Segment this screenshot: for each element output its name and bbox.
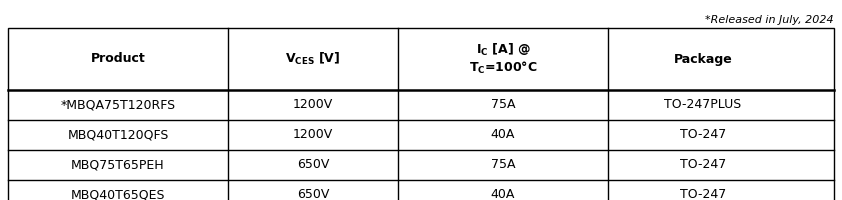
Text: T$_{\mathregular{C}}$=100°C: T$_{\mathregular{C}}$=100°C bbox=[469, 60, 537, 76]
Text: 40A: 40A bbox=[491, 188, 515, 200]
Text: *MBQA75T120RFS: *MBQA75T120RFS bbox=[61, 98, 176, 112]
Text: TO-247: TO-247 bbox=[679, 188, 726, 200]
Text: Package: Package bbox=[674, 52, 733, 66]
Text: 75A: 75A bbox=[491, 158, 515, 171]
Text: MBQ40T120QFS: MBQ40T120QFS bbox=[67, 129, 168, 142]
Text: 75A: 75A bbox=[491, 98, 515, 112]
Text: TO-247: TO-247 bbox=[679, 158, 726, 171]
Text: 650V: 650V bbox=[297, 158, 329, 171]
Text: 1200V: 1200V bbox=[293, 98, 333, 112]
Text: TO-247: TO-247 bbox=[679, 129, 726, 142]
Text: TO-247PLUS: TO-247PLUS bbox=[664, 98, 742, 112]
Text: 40A: 40A bbox=[491, 129, 515, 142]
Text: Product: Product bbox=[91, 52, 146, 66]
Text: MBQ40T65QES: MBQ40T65QES bbox=[71, 188, 165, 200]
Text: 650V: 650V bbox=[297, 188, 329, 200]
Text: I$_{\mathregular{C}}$ [A] @: I$_{\mathregular{C}}$ [A] @ bbox=[476, 42, 530, 58]
Text: 1200V: 1200V bbox=[293, 129, 333, 142]
Text: V$_{\mathregular{CES}}$ [V]: V$_{\mathregular{CES}}$ [V] bbox=[285, 51, 341, 67]
Text: *Released in July, 2024: *Released in July, 2024 bbox=[706, 15, 834, 25]
Text: MBQ75T65PEH: MBQ75T65PEH bbox=[72, 158, 165, 171]
